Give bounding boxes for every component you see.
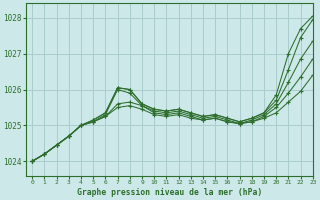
X-axis label: Graphe pression niveau de la mer (hPa): Graphe pression niveau de la mer (hPa) [77, 188, 262, 197]
